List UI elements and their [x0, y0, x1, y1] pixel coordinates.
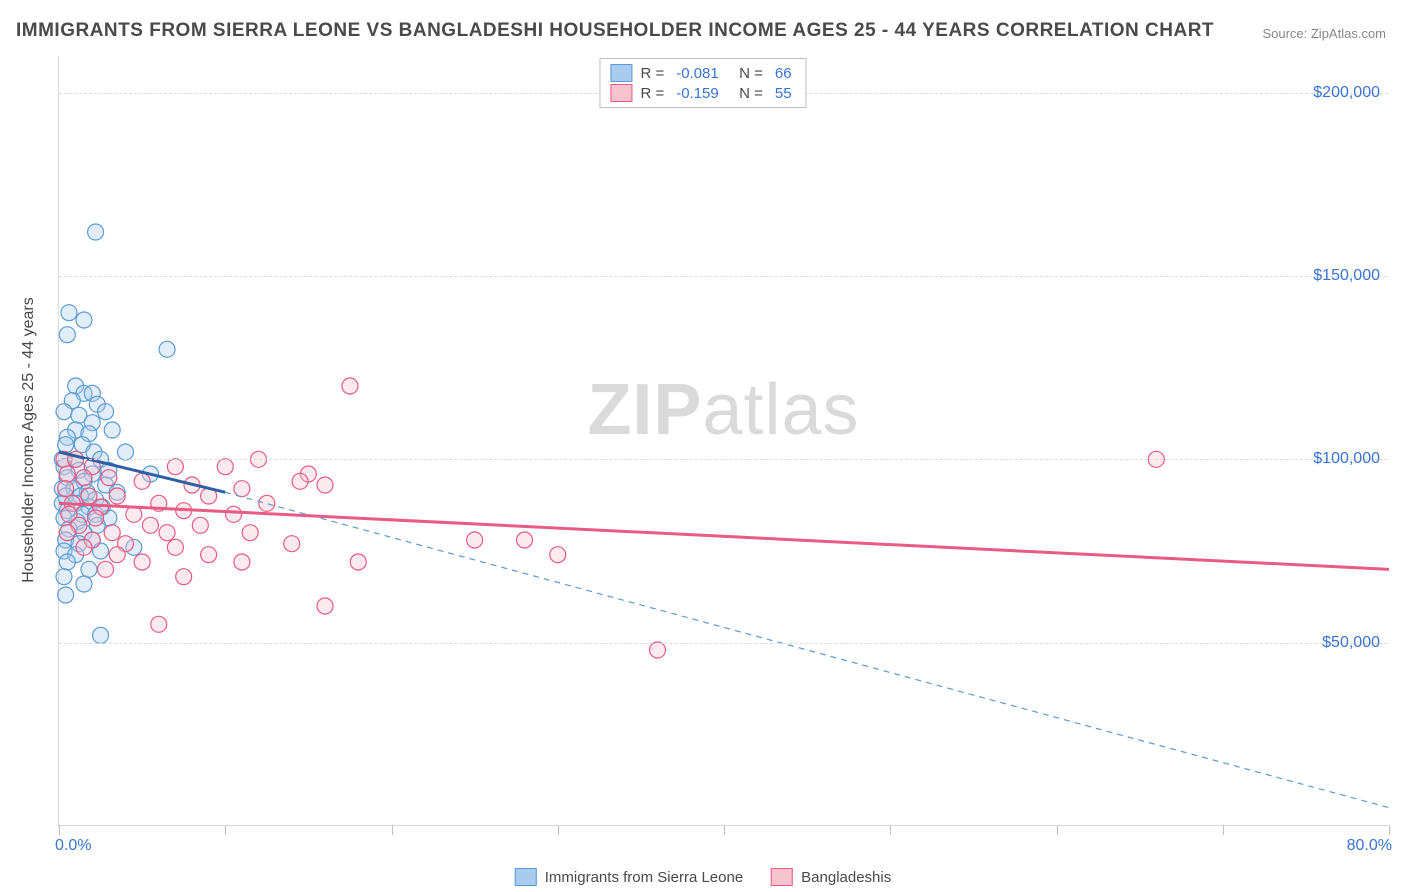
data-point — [550, 547, 566, 563]
x-axis-tick — [225, 825, 226, 835]
data-point — [342, 378, 358, 394]
x-axis-tick — [59, 825, 60, 835]
data-point — [88, 510, 104, 526]
chart-plot-area: ZIPatlas 0.0% 80.0% $50,000$100,000$150,… — [58, 56, 1388, 826]
data-point — [167, 459, 183, 475]
legend-swatch — [515, 868, 537, 886]
data-point — [81, 561, 97, 577]
legend-n-label: N = — [731, 85, 763, 102]
data-point — [226, 506, 242, 522]
data-point — [93, 627, 109, 643]
data-point — [59, 327, 75, 343]
data-point — [142, 517, 158, 533]
legend-row: R = -0.081 N = 66 — [610, 63, 795, 83]
series-legend-label: Bangladeshis — [801, 869, 891, 886]
data-point — [517, 532, 533, 548]
data-point — [76, 539, 92, 555]
y-axis-tick-label: $100,000 — [1313, 450, 1380, 468]
x-axis-tick — [392, 825, 393, 835]
data-point — [76, 576, 92, 592]
series-legend: Immigrants from Sierra Leone Bangladeshis — [515, 868, 891, 886]
data-point — [467, 532, 483, 548]
trend-line — [59, 503, 1389, 569]
data-point — [350, 554, 366, 570]
x-axis-tick — [1223, 825, 1224, 835]
data-point — [317, 598, 333, 614]
x-axis-tick — [724, 825, 725, 835]
data-point — [56, 404, 72, 420]
x-axis-tick — [1057, 825, 1058, 835]
x-axis-tick — [890, 825, 891, 835]
data-point — [101, 470, 117, 486]
data-point — [56, 569, 72, 585]
chart-title: IMMIGRANTS FROM SIERRA LEONE VS BANGLADE… — [16, 20, 1214, 42]
data-point — [58, 481, 74, 497]
data-point — [159, 525, 175, 541]
x-axis-tick — [1389, 825, 1390, 835]
data-point — [134, 473, 150, 489]
data-point — [201, 547, 217, 563]
series-legend-item: Immigrants from Sierra Leone — [515, 868, 743, 886]
data-point — [317, 477, 333, 493]
legend-n-label: N = — [731, 65, 763, 82]
data-point — [104, 525, 120, 541]
y-axis-title: Householder Income Ages 25 - 44 years — [20, 297, 38, 583]
legend-swatch — [771, 868, 793, 886]
data-point — [98, 561, 114, 577]
data-point — [284, 536, 300, 552]
source-attribution: Source: ZipAtlas.com — [1262, 26, 1386, 41]
series-legend-item: Bangladeshis — [771, 868, 891, 886]
data-point — [109, 547, 125, 563]
data-point — [118, 444, 134, 460]
data-point — [159, 341, 175, 357]
data-point — [217, 459, 233, 475]
data-point — [59, 525, 75, 541]
data-point — [61, 305, 77, 321]
scatter-plot-svg — [59, 56, 1388, 825]
data-point — [98, 404, 114, 420]
legend-n-value: 55 — [775, 85, 792, 102]
legend-swatch — [610, 84, 632, 102]
data-point — [58, 587, 74, 603]
data-point — [76, 470, 92, 486]
legend-r-value: -0.081 — [676, 65, 719, 82]
data-point — [76, 312, 92, 328]
correlation-legend: R = -0.081 N = 66R = -0.159 N = 55 — [599, 58, 806, 108]
y-axis-tick-label: $50,000 — [1322, 634, 1380, 652]
data-point — [59, 466, 75, 482]
legend-n-value: 66 — [775, 65, 792, 82]
gridline — [59, 276, 1388, 277]
data-point — [292, 473, 308, 489]
y-axis-tick-label: $200,000 — [1313, 84, 1380, 102]
y-axis-tick-label: $150,000 — [1313, 267, 1380, 285]
legend-r-value: -0.159 — [676, 85, 719, 102]
x-axis-max-label: 80.0% — [1347, 837, 1392, 855]
data-point — [104, 422, 120, 438]
data-point — [234, 554, 250, 570]
data-point — [109, 488, 125, 504]
data-point — [259, 495, 275, 511]
data-point — [58, 437, 74, 453]
data-point — [59, 554, 75, 570]
gridline — [59, 459, 1388, 460]
legend-r-label: R = — [640, 85, 664, 102]
series-legend-label: Immigrants from Sierra Leone — [545, 869, 743, 886]
data-point — [151, 616, 167, 632]
data-point — [650, 642, 666, 658]
data-point — [242, 525, 258, 541]
data-point — [192, 517, 208, 533]
legend-row: R = -0.159 N = 55 — [610, 83, 795, 103]
data-point — [176, 569, 192, 585]
legend-swatch — [610, 64, 632, 82]
data-point — [88, 224, 104, 240]
data-point — [234, 481, 250, 497]
data-point — [167, 539, 183, 555]
gridline — [59, 643, 1388, 644]
legend-r-label: R = — [640, 65, 664, 82]
x-axis-tick — [558, 825, 559, 835]
data-point — [134, 554, 150, 570]
x-axis-min-label: 0.0% — [55, 837, 91, 855]
